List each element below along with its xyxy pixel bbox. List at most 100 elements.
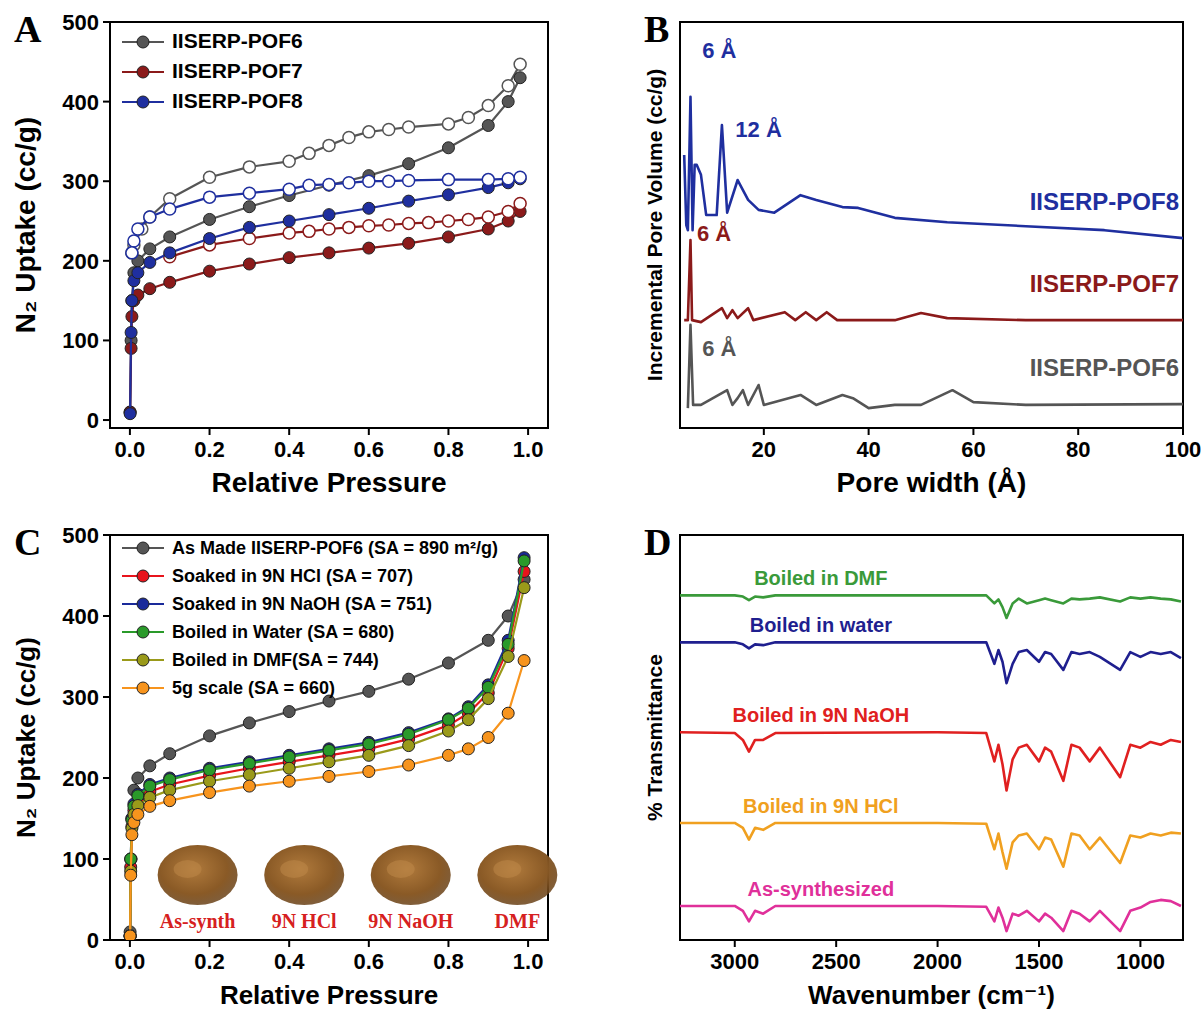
open-marker: [343, 177, 355, 189]
marker: [283, 762, 295, 774]
marker: [124, 930, 136, 940]
marker: [442, 714, 454, 726]
open-marker: [303, 147, 315, 159]
marker: [132, 267, 144, 279]
y-tick: [103, 777, 110, 779]
legend-label: 5g scale (SA = 660): [172, 678, 335, 698]
marker: [243, 717, 255, 729]
open-marker: [132, 223, 144, 235]
series-line: [688, 325, 1183, 408]
annotation: 6 Å: [697, 220, 731, 246]
open-marker: [383, 175, 395, 187]
open-marker: [502, 205, 514, 217]
open-marker: [243, 233, 255, 245]
marker: [518, 582, 530, 594]
marker: [144, 760, 156, 772]
y-tick-label: 0: [87, 928, 99, 953]
x-tick: [1077, 428, 1079, 435]
open-marker: [383, 219, 395, 231]
open-marker: [303, 225, 315, 237]
y-tick-label: 400: [62, 90, 99, 115]
marker: [482, 732, 494, 744]
plot-data: [124, 552, 530, 940]
marker: [403, 728, 415, 740]
marker: [283, 751, 295, 763]
marker: [363, 685, 375, 697]
x-tick: [129, 428, 131, 435]
powder-photo: [158, 845, 238, 905]
panel: 0.00.20.40.60.81.00100200300400500Relati…: [11, 521, 557, 1010]
x-tick-label: 1.0: [513, 437, 544, 462]
panel-letter: C: [14, 521, 41, 563]
marker: [204, 265, 216, 277]
x-tick-label: 0.0: [115, 437, 146, 462]
series-line: [130, 580, 524, 932]
series-line: [130, 571, 524, 936]
open-marker: [482, 174, 494, 186]
marker: [482, 634, 494, 646]
photo-label: 9N NaOH: [368, 910, 453, 932]
open-marker: [363, 220, 375, 232]
powder-highlight: [387, 860, 415, 878]
x-tick-label: 0.0: [115, 949, 146, 974]
open-marker: [514, 171, 526, 183]
powder-photo: [371, 845, 451, 905]
marker: [482, 223, 494, 235]
open-marker: [204, 191, 216, 203]
annotation: 12 Å: [735, 116, 782, 142]
open-marker: [126, 247, 138, 259]
powder-photo: [477, 845, 557, 905]
open-marker: [126, 247, 138, 259]
legend-marker: [137, 682, 149, 694]
marker: [502, 651, 514, 663]
marker: [403, 237, 415, 249]
open-marker: [403, 217, 415, 229]
marker: [283, 252, 295, 264]
marker: [363, 766, 375, 778]
marker: [204, 764, 216, 776]
marker: [144, 780, 156, 792]
marker: [462, 714, 474, 726]
marker: [126, 829, 138, 841]
marker: [323, 744, 335, 756]
open-marker: [403, 121, 415, 133]
y-axis-title: Incremental Pore Volume (cc/g): [643, 69, 666, 381]
x-tick: [209, 428, 211, 435]
legend-label: IISERP-POF7: [172, 59, 303, 82]
y-tick: [103, 180, 110, 182]
x-tick: [972, 428, 974, 435]
x-axis-title: Relative Pressure: [211, 467, 446, 498]
series-line: [680, 900, 1181, 931]
series-label: IISERP-POF8: [1030, 188, 1179, 215]
legend-marker: [137, 626, 149, 638]
series-label: As-synthesized: [747, 878, 894, 900]
marker: [204, 787, 216, 799]
x-axis-title: Relative Pressure: [220, 980, 438, 1010]
y-axis-title: N₂ Uptake (cc/g): [11, 637, 41, 838]
y-tick-label: 200: [62, 766, 99, 791]
open-marker: [502, 173, 514, 185]
marker: [144, 256, 156, 268]
marker: [462, 743, 474, 755]
marker: [518, 555, 530, 567]
marker: [442, 657, 454, 669]
marker: [283, 775, 295, 787]
photo-label: 9N HCl: [272, 910, 337, 932]
series-label: Boiled in 9N HCl: [743, 795, 899, 817]
y-tick-label: 100: [62, 328, 99, 353]
marker: [164, 231, 176, 243]
plot-data: [684, 97, 1183, 408]
annotation: 6 Å: [702, 37, 736, 63]
powder-photo: [264, 845, 344, 905]
open-marker: [363, 126, 375, 138]
open-marker: [482, 211, 494, 223]
marker: [323, 209, 335, 221]
powder-highlight: [493, 860, 521, 878]
legend: IISERP-POF6IISERP-POF7IISERP-POF8: [122, 29, 303, 112]
photo-label: As-synth: [160, 910, 236, 933]
y-axis-title: % Transmittance: [643, 654, 666, 821]
x-tick-label: 20: [752, 437, 776, 462]
marker: [442, 713, 454, 725]
marker: [243, 757, 255, 769]
open-marker: [204, 171, 216, 183]
